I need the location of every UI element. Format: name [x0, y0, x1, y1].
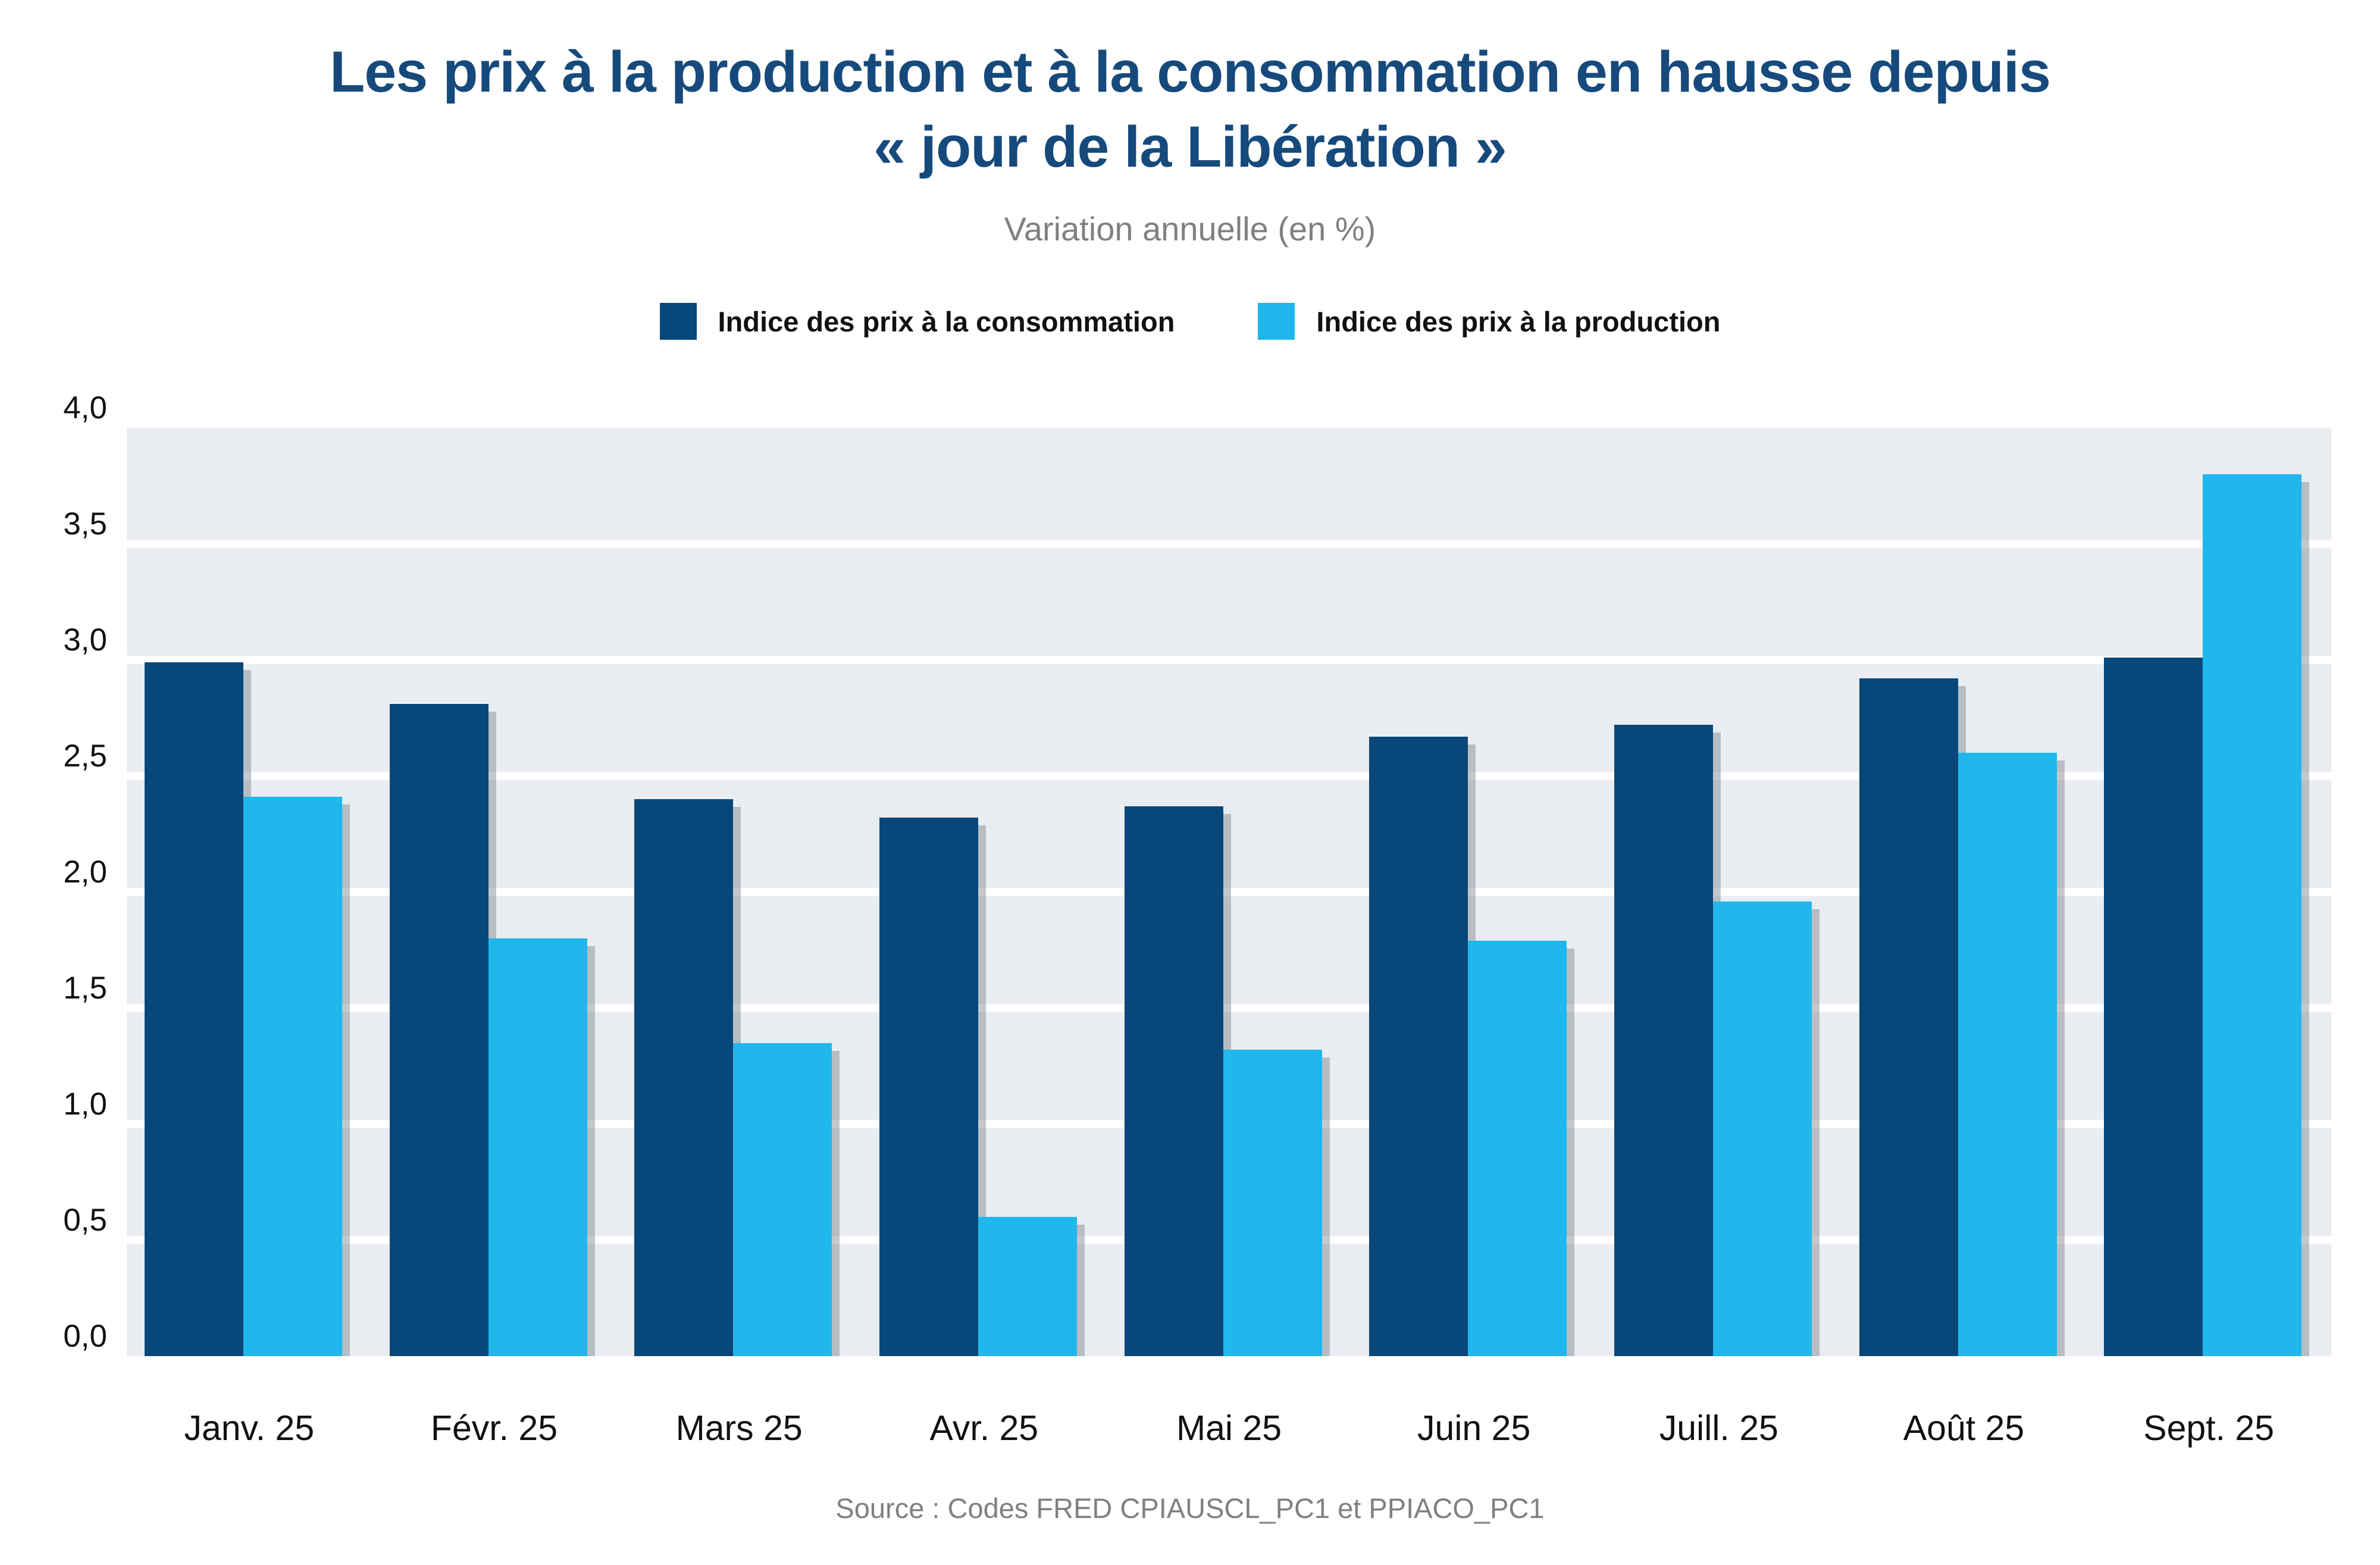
x-tick-label: Sept. 25	[2143, 1408, 2275, 1448]
y-tick-label: 1,5	[63, 971, 107, 1006]
chart-header: Les prix à la production et à la consomm…	[0, 0, 2380, 248]
legend-label-production: Indice des prix à la production	[1316, 305, 1721, 337]
legend-item-production: Indice des prix à la production	[1258, 303, 1720, 340]
legend-swatch-consommation-icon	[659, 303, 697, 340]
gridline	[127, 540, 2331, 549]
bar-production-2	[488, 938, 587, 1357]
plot-area	[127, 428, 2331, 1357]
bar-production-9	[2203, 474, 2302, 1357]
bar-consommation-5	[1124, 806, 1223, 1357]
y-tick-label: 2,5	[63, 738, 107, 774]
source-note: Source : Codes FRED CPIAUSCL_PC1 et PPIA…	[835, 1492, 1545, 1525]
bar-consommation-4	[879, 818, 978, 1357]
bar-consommation-9	[2104, 658, 2203, 1357]
bar-consommation-1	[145, 662, 243, 1357]
bar-production-5	[1223, 1050, 1322, 1357]
y-tick-label: 3,5	[63, 506, 107, 542]
x-tick-label: Mai 25	[1176, 1408, 1282, 1448]
y-tick-label: 1,0	[63, 1087, 107, 1122]
x-tick-label: Mars 25	[675, 1408, 803, 1448]
y-tick-label: 3,0	[63, 622, 107, 658]
x-tick-label: Août 25	[1903, 1408, 2025, 1448]
y-tick-label: 0,5	[63, 1203, 107, 1238]
bar-consommation-2	[389, 704, 488, 1357]
bar-production-6	[1468, 941, 1567, 1357]
x-tick-label: Févr. 25	[430, 1408, 558, 1448]
bar-consommation-7	[1614, 725, 1713, 1357]
bar-production-1	[243, 797, 342, 1357]
chart-subtitle: Variation annuelle (en %)	[1004, 210, 1376, 248]
chart-title-line1: Les prix à la production et à la consomm…	[330, 39, 2051, 104]
bar-consommation-8	[1859, 678, 1958, 1357]
bar-production-7	[1713, 901, 1812, 1357]
x-tick-label: Janv. 25	[184, 1408, 315, 1448]
chart-area: 0,0 0,5 1,0 1,5 2,0 2,5 3,0 3,5 4,0 Janv. 25 Févr.…	[0, 392, 2380, 1475]
legend-label-consommation: Indice des prix à la consommation	[718, 305, 1175, 337]
chart-title: Les prix à la production et à la consomm…	[0, 35, 2380, 184]
gridline	[127, 772, 2331, 781]
bar-production-4	[978, 1217, 1077, 1357]
y-tick-label: 2,0	[63, 855, 107, 890]
legend-item-consommation: Indice des prix à la consommation	[659, 303, 1175, 340]
x-tick-label: Avr. 25	[929, 1408, 1039, 1448]
bar-production-3	[733, 1043, 832, 1357]
chart-title-line2: « jour de la Libération »	[873, 114, 1507, 180]
x-tick-label: Juill. 25	[1659, 1408, 1778, 1448]
legend-swatch-production-icon	[1258, 303, 1295, 340]
bar-consommation-6	[1369, 736, 1468, 1357]
gridline	[127, 656, 2331, 665]
x-tick-label: Juin 25	[1417, 1408, 1531, 1448]
y-tick-label: 0,0	[63, 1319, 107, 1354]
bar-consommation-3	[634, 799, 734, 1357]
chart-legend: Indice des prix à la consommation Indice…	[0, 303, 2380, 340]
y-tick-label: 4,0	[63, 390, 107, 426]
bar-production-8	[1958, 753, 2057, 1357]
